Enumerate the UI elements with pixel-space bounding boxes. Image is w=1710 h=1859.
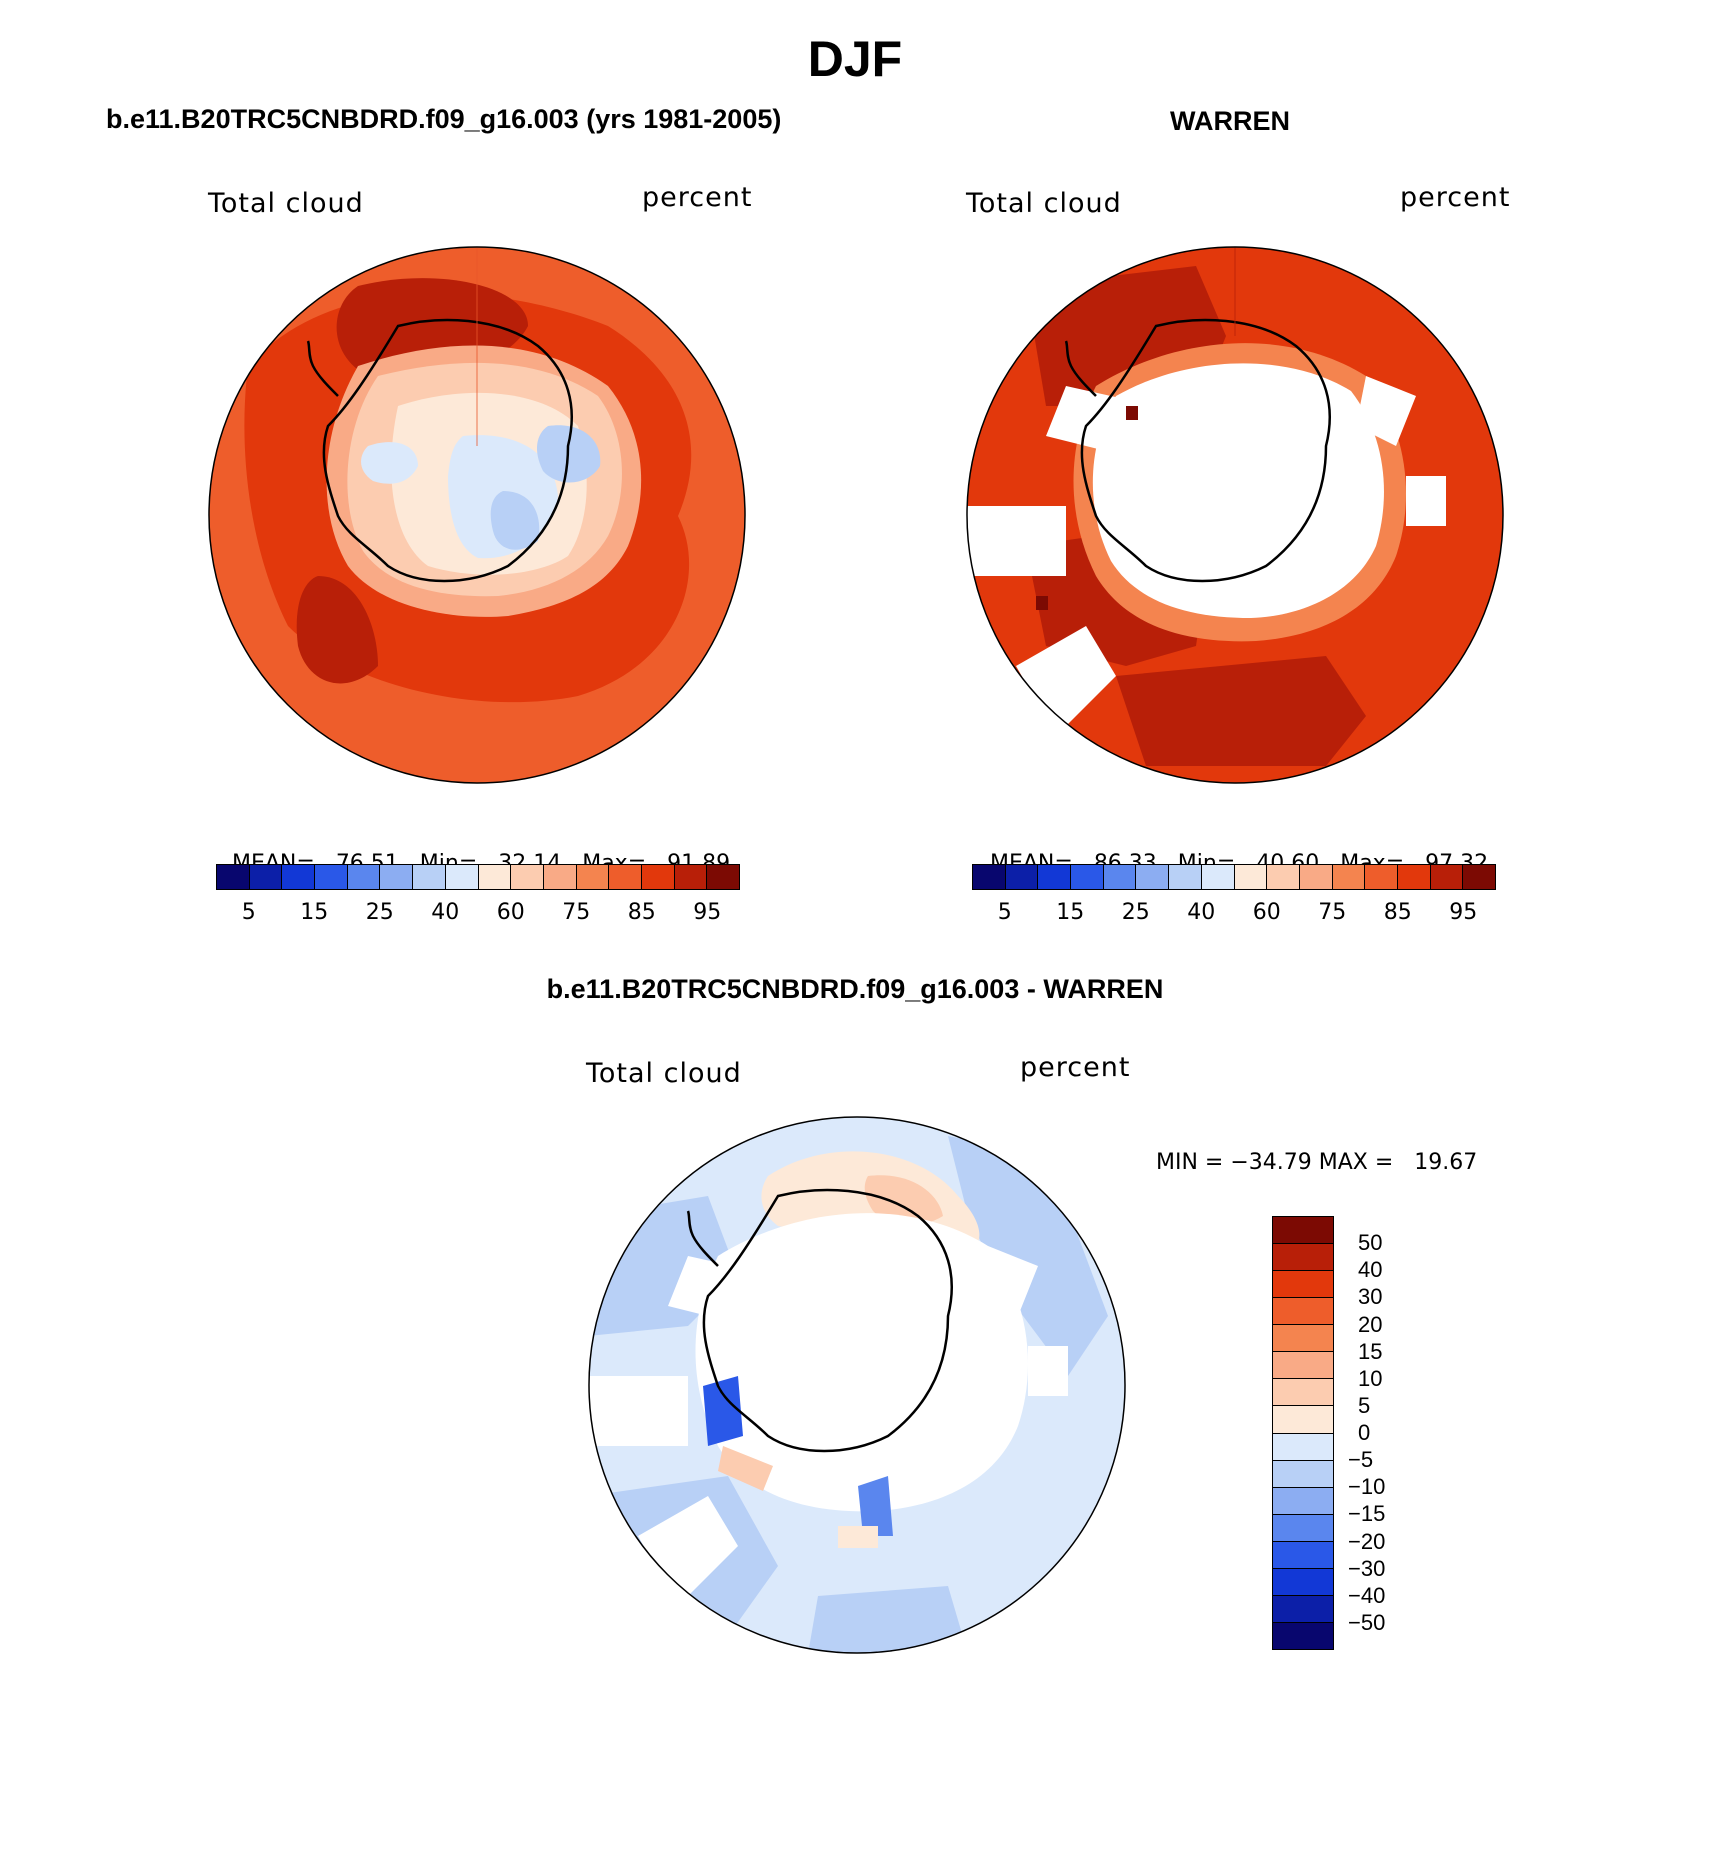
- colorbar-tick-label: −5: [1348, 1447, 1374, 1473]
- diff-colorbar: [1272, 1216, 1334, 1650]
- colorbar-swatch: [641, 865, 675, 889]
- colorbar-tick-label: 15: [1358, 1338, 1383, 1364]
- colorbar-tick-label: 40: [1358, 1257, 1383, 1283]
- colorbar-swatch: [1273, 1244, 1333, 1272]
- colorbar-swatch: [282, 865, 316, 889]
- diff-minmax: MIN = −34.79 MAX = 19.67: [1156, 1150, 1478, 1175]
- colorbar-swatch: [1273, 1325, 1333, 1353]
- colorbar-tick-label: 60: [496, 900, 525, 925]
- colorbar-tick-label: 30: [1358, 1284, 1383, 1310]
- diff-colorbar-labels: 50 40 30 20 15 10 5 0 −5 −10 −15 −20 −30 −40 −50: [1348, 1216, 1432, 1650]
- colorbar-swatch: [1430, 865, 1464, 889]
- colorbar-swatch: [445, 865, 479, 889]
- model-variable-label: Total cloud: [208, 188, 364, 219]
- obs-units-label: percent: [1400, 182, 1511, 213]
- obs-panel-title: WARREN: [1170, 106, 1290, 136]
- colorbar-tick-label: 85: [1383, 900, 1412, 925]
- colorbar-swatch: [315, 865, 348, 889]
- model-colorbar-labels: 5 15 25 40 60 75 85 95: [216, 900, 740, 930]
- colorbar-swatch: [217, 865, 250, 889]
- colorbar-swatch: [1267, 865, 1300, 889]
- colorbar-tick-label: 50: [1358, 1230, 1383, 1256]
- colorbar-tick-label: 95: [693, 900, 722, 925]
- colorbar-swatch: [1273, 1352, 1333, 1380]
- colorbar-swatch: [1038, 865, 1072, 889]
- obs-colorbar: [972, 864, 1496, 890]
- colorbar-swatch: [1273, 1514, 1333, 1542]
- colorbar-tick-label: 0: [1358, 1420, 1371, 1445]
- colorbar-swatch: [1273, 1379, 1333, 1407]
- model-units-label: percent: [642, 182, 753, 213]
- colorbar-tick-label: −15: [1348, 1501, 1386, 1527]
- diff-map: [588, 1116, 1126, 1654]
- colorbar-swatch: [1273, 1568, 1333, 1596]
- colorbar-swatch: [609, 865, 642, 889]
- colorbar-swatch: [1273, 1298, 1333, 1326]
- colorbar-swatch: [707, 865, 739, 889]
- colorbar-tick-label: 25: [365, 900, 394, 925]
- colorbar-tick-label: 5: [241, 900, 256, 925]
- colorbar-tick-label: 75: [562, 900, 591, 925]
- colorbar-swatch: [1273, 1622, 1333, 1649]
- colorbar-swatch: [543, 865, 577, 889]
- colorbar-swatch: [347, 865, 381, 889]
- colorbar-tick-label: 40: [431, 900, 460, 925]
- colorbar-swatch: [576, 865, 610, 889]
- colorbar-swatch: [249, 865, 283, 889]
- colorbar-swatch: [478, 865, 512, 889]
- colorbar-swatch: [1273, 1433, 1333, 1461]
- colorbar-tick-label: 5: [1358, 1392, 1371, 1418]
- colorbar-swatch: [1397, 865, 1431, 889]
- colorbar-tick-label: −10: [1348, 1474, 1386, 1500]
- colorbar-tick-label: 10: [1358, 1365, 1383, 1391]
- colorbar-tick-label: 95: [1449, 900, 1478, 925]
- colorbar-swatch: [1299, 865, 1333, 889]
- colorbar-tick-label: 25: [1121, 900, 1150, 925]
- colorbar-swatch: [1169, 865, 1202, 889]
- colorbar-swatch: [1005, 865, 1039, 889]
- obs-colorbar-labels: 5 15 25 40 60 75 85 95: [972, 900, 1496, 930]
- colorbar-swatch: [1136, 865, 1170, 889]
- colorbar-tick-label: 5: [997, 900, 1012, 925]
- colorbar-tick-label: 60: [1252, 900, 1281, 925]
- model-map: [208, 246, 746, 784]
- colorbar-tick-label: −30: [1348, 1555, 1386, 1581]
- colorbar-swatch: [1273, 1541, 1333, 1569]
- colorbar-tick-label: 85: [627, 900, 656, 925]
- obs-variable-label: Total cloud: [966, 188, 1122, 219]
- colorbar-swatch: [380, 865, 414, 889]
- colorbar-swatch: [1273, 1487, 1333, 1515]
- colorbar-tick-label: 40: [1187, 900, 1216, 925]
- colorbar-swatch: [1234, 865, 1268, 889]
- diff-units-label: percent: [1020, 1052, 1131, 1083]
- colorbar-tick-label: 15: [300, 900, 329, 925]
- colorbar-swatch: [1273, 1217, 1333, 1245]
- colorbar-swatch: [1103, 865, 1137, 889]
- colorbar-tick-label: 15: [1056, 900, 1085, 925]
- page-title: DJF: [807, 31, 903, 87]
- colorbar-swatch: [1273, 1406, 1333, 1434]
- colorbar-tick-label: 75: [1318, 900, 1347, 925]
- colorbar-swatch: [1273, 1271, 1333, 1299]
- model-panel-title: b.e11.B20TRC5CNBDRD.f09_g16.003 (yrs 198…: [106, 104, 782, 134]
- colorbar-tick-label: 20: [1358, 1311, 1383, 1337]
- colorbar-swatch: [1071, 865, 1104, 889]
- colorbar-tick-label: −50: [1348, 1609, 1386, 1635]
- colorbar-swatch: [973, 865, 1006, 889]
- colorbar-swatch: [674, 865, 708, 889]
- colorbar-swatch: [1463, 865, 1495, 889]
- colorbar-swatch: [511, 865, 544, 889]
- colorbar-swatch: [413, 865, 446, 889]
- colorbar-swatch: [1332, 865, 1366, 889]
- colorbar-tick-label: −40: [1348, 1582, 1386, 1608]
- colorbar-tick-label: −20: [1348, 1528, 1386, 1554]
- model-colorbar: [216, 864, 740, 890]
- colorbar-swatch: [1365, 865, 1398, 889]
- obs-map: [966, 246, 1504, 784]
- colorbar-swatch: [1201, 865, 1235, 889]
- colorbar-swatch: [1273, 1595, 1333, 1623]
- colorbar-swatch: [1273, 1460, 1333, 1488]
- diff-panel-title: b.e11.B20TRC5CNBDRD.f09_g16.003 - WARREN: [546, 974, 1164, 1004]
- diff-variable-label: Total cloud: [586, 1058, 742, 1089]
